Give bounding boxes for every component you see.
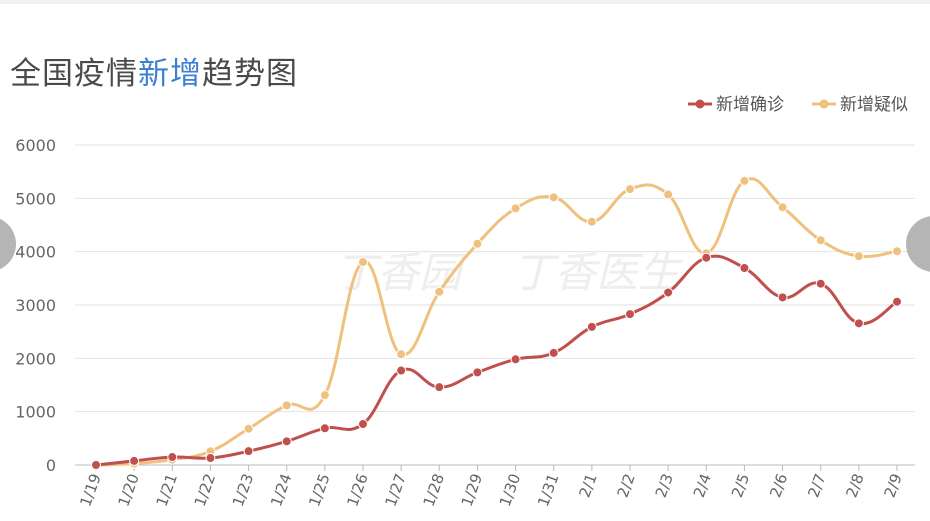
top-divider — [0, 0, 930, 4]
watermark-right: 丁香医生 — [512, 248, 683, 297]
y-tick-label: 5000 — [15, 189, 56, 208]
x-tick-label: 1/19 — [76, 471, 104, 509]
data-point-suspected — [815, 235, 826, 246]
data-point-confirmed — [167, 452, 178, 463]
data-point-suspected — [625, 184, 635, 195]
x-tick-label: 1/23 — [229, 471, 257, 509]
series-line-suspected — [95, 177, 898, 467]
data-point-confirmed — [663, 287, 674, 298]
data-point-suspected — [777, 202, 788, 213]
data-point-suspected — [548, 192, 559, 203]
data-point-confirmed — [472, 367, 483, 378]
data-point-confirmed — [129, 455, 140, 466]
data-point-confirmed — [815, 278, 826, 289]
x-tick-label: 1/31 — [534, 471, 562, 509]
data-point-confirmed — [205, 453, 216, 464]
x-tick-label: 1/29 — [458, 471, 486, 509]
data-point-suspected — [434, 286, 445, 297]
y-tick-label: 4000 — [15, 243, 56, 262]
x-tick-label: 2/2 — [614, 471, 639, 500]
data-point-suspected — [358, 257, 368, 268]
y-tick-label: 1000 — [15, 403, 56, 422]
series-line-confirmed — [95, 254, 898, 467]
data-point-suspected — [243, 423, 254, 434]
data-point-confirmed — [281, 436, 292, 447]
x-tick-label: 1/22 — [191, 471, 219, 509]
data-point-suspected — [319, 390, 330, 401]
x-tick-label: 2/5 — [728, 471, 753, 500]
title-highlight: 新增 — [138, 56, 202, 92]
data-point-suspected — [510, 203, 521, 214]
legend-confirmed-marker — [695, 99, 705, 109]
x-tick-label: 2/3 — [652, 471, 677, 500]
y-tick-label: 3000 — [15, 296, 56, 315]
legend-confirmed-label: 新增确诊 — [716, 95, 784, 115]
data-point-confirmed — [739, 262, 750, 273]
x-tick-label: 1/28 — [420, 471, 448, 509]
x-tick-label: 1/26 — [343, 471, 371, 509]
x-tick-label: 2/8 — [842, 471, 867, 500]
x-tick-label: 2/9 — [881, 471, 906, 500]
data-point-confirmed — [510, 354, 521, 365]
data-point-suspected — [396, 349, 407, 360]
data-point-confirmed — [777, 292, 788, 303]
x-tick-label: 1/25 — [305, 471, 333, 509]
y-tick-label: 0 — [46, 456, 56, 475]
title-prefix: 全国疫情 — [10, 56, 138, 92]
data-point-confirmed — [853, 318, 864, 329]
x-tick-label: 1/20 — [114, 471, 142, 509]
data-point-suspected — [281, 400, 292, 411]
data-point-confirmed — [701, 252, 712, 263]
x-tick-label: 2/7 — [804, 471, 829, 500]
x-tick-label: 1/21 — [153, 471, 181, 509]
data-point-confirmed — [319, 423, 330, 434]
data-point-confirmed — [243, 446, 254, 457]
x-tick-label: 1/24 — [267, 471, 295, 509]
x-tick-label: 2/1 — [575, 471, 600, 500]
x-tick-label: 1/30 — [496, 471, 524, 509]
x-tick-label: 2/6 — [766, 471, 791, 500]
prev-arrow-button[interactable] — [0, 216, 16, 272]
data-point-confirmed — [586, 321, 597, 332]
x-tick-label: 1/27 — [381, 471, 409, 509]
data-point-confirmed — [892, 296, 902, 307]
data-point-suspected — [892, 246, 902, 257]
data-point-suspected — [472, 238, 483, 249]
data-point-confirmed — [91, 460, 101, 470]
data-point-confirmed — [625, 309, 635, 320]
legend-suspected-marker — [819, 99, 829, 109]
data-point-suspected — [663, 189, 674, 200]
data-point-suspected — [586, 216, 597, 227]
title-suffix: 趋势图 — [202, 56, 298, 92]
data-point-suspected — [853, 251, 864, 262]
data-point-confirmed — [434, 382, 445, 393]
y-tick-label: 6000 — [15, 136, 56, 155]
x-tick-label: 2/4 — [690, 471, 715, 500]
data-point-confirmed — [396, 365, 407, 376]
page-title: 全国疫情新增趋势图 — [10, 48, 298, 93]
data-point-suspected — [739, 175, 750, 186]
y-tick-label: 2000 — [15, 349, 56, 368]
data-point-confirmed — [548, 347, 559, 358]
data-point-confirmed — [358, 418, 368, 429]
legend-suspected-label: 新增疑似 — [840, 95, 908, 115]
